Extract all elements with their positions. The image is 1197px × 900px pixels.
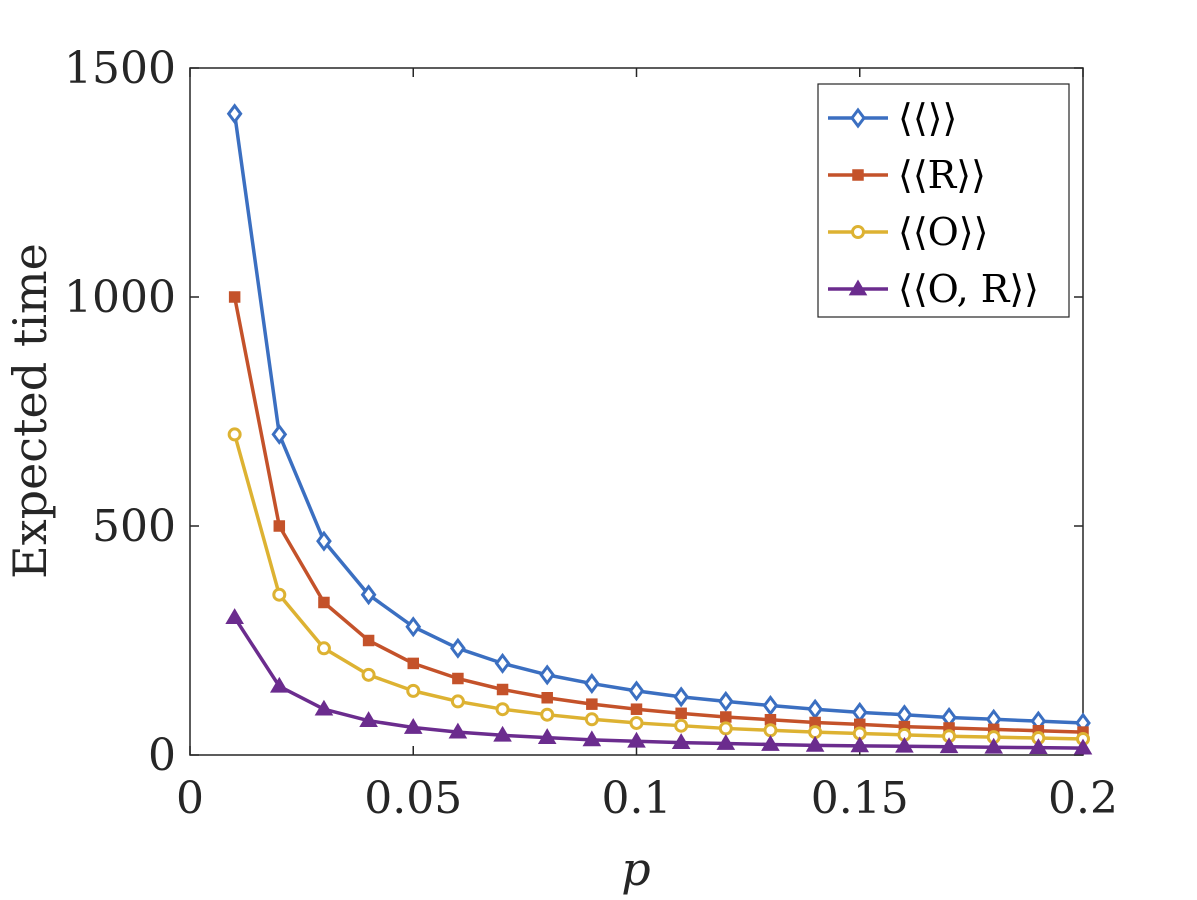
y-axis-ticks: 0 500 1000 1500 — [64, 43, 1083, 781]
data-point — [226, 103, 243, 125]
legend-marker — [850, 107, 866, 129]
series-line — [232, 296, 1084, 734]
data-point — [761, 734, 780, 751]
legend-label: ⟨⟨O, R⟩⟩ — [898, 267, 1039, 311]
data-point — [720, 711, 732, 723]
data-point — [406, 683, 421, 698]
data-point — [539, 664, 556, 686]
data-point — [584, 712, 599, 727]
data-point — [314, 699, 334, 716]
data-point — [361, 667, 376, 682]
data-point — [627, 731, 646, 748]
data-point — [316, 530, 332, 552]
data-point — [630, 703, 643, 715]
data-point — [895, 736, 914, 753]
data-point — [452, 672, 464, 685]
data-point — [271, 423, 288, 445]
data-point — [716, 734, 736, 750]
data-point — [362, 634, 375, 647]
data-point — [582, 730, 602, 747]
x-tick-label: 0.1 — [602, 773, 672, 824]
data-point — [671, 733, 691, 749]
data-point — [984, 737, 1004, 754]
data-point — [1029, 738, 1048, 755]
legend-marker — [851, 225, 865, 239]
data-point — [450, 637, 466, 659]
y-tick-label: 1000 — [64, 272, 176, 323]
legend-marker — [852, 169, 864, 181]
series-4 — [225, 608, 1093, 755]
x-tick-label: 0.2 — [1048, 773, 1118, 824]
series-line — [233, 616, 1084, 750]
data-point — [850, 736, 870, 753]
data-point — [762, 695, 779, 717]
data-point — [628, 680, 645, 702]
x-tick-label: 0.05 — [364, 773, 462, 824]
data-point — [586, 698, 598, 710]
series-layer — [225, 103, 1093, 755]
data-point — [318, 596, 330, 609]
data-point — [225, 608, 244, 624]
x-tick-label: 0 — [176, 773, 204, 824]
legend: ⟨⟨⟩⟩ ⟨⟨R⟩⟩ ⟨⟨O⟩⟩ ⟨⟨O, R⟩⟩ — [817, 83, 1070, 318]
legend-entry: ⟨⟨⟩⟩ — [828, 96, 957, 140]
x-axis-ticks: 0 0.05 0.1 0.15 0.2 — [176, 68, 1118, 824]
data-point — [718, 721, 733, 736]
legend-entry: ⟨⟨O⟩⟩ — [828, 210, 988, 254]
data-point — [316, 641, 331, 656]
data-point — [359, 711, 378, 727]
data-point — [493, 725, 512, 742]
x-axis-title: p — [621, 842, 650, 896]
data-point — [448, 722, 468, 739]
data-point — [675, 707, 687, 720]
series-line — [232, 433, 1084, 741]
data-point — [1073, 738, 1093, 755]
y-tick-label: 500 — [92, 501, 176, 552]
data-point — [494, 652, 511, 674]
data-point — [763, 723, 778, 738]
data-point — [717, 690, 734, 712]
data-point — [583, 673, 600, 695]
data-point — [228, 291, 241, 303]
legend-entry: ⟨⟨O, R⟩⟩ — [828, 267, 1039, 311]
data-point — [674, 718, 689, 733]
data-point — [764, 713, 777, 726]
data-point — [360, 584, 377, 606]
data-point — [805, 735, 825, 752]
legend-marker — [848, 279, 868, 296]
y-tick-label: 1500 — [64, 43, 176, 94]
y-tick-label: 0 — [148, 730, 176, 781]
legend-entry: ⟨⟨R⟩⟩ — [828, 153, 986, 197]
data-point — [407, 657, 419, 670]
data-point — [629, 715, 644, 730]
x-tick-label: 0.15 — [811, 773, 909, 824]
legend-label: ⟨⟨O⟩⟩ — [898, 210, 988, 254]
data-point — [269, 676, 289, 693]
data-point — [495, 702, 510, 717]
data-point — [541, 692, 553, 704]
data-point — [272, 587, 287, 602]
legend-label: ⟨⟨⟩⟩ — [898, 96, 957, 140]
legend-label: ⟨⟨R⟩⟩ — [898, 153, 986, 197]
data-point — [537, 728, 557, 744]
data-point — [273, 520, 286, 532]
data-point — [939, 737, 959, 754]
data-point — [403, 718, 423, 734]
data-point — [227, 427, 242, 442]
data-point — [496, 683, 509, 696]
data-point — [540, 707, 555, 722]
data-point — [450, 694, 465, 709]
data-point — [673, 686, 690, 708]
y-axis-title: Expected time — [3, 243, 57, 579]
data-point — [405, 616, 422, 638]
